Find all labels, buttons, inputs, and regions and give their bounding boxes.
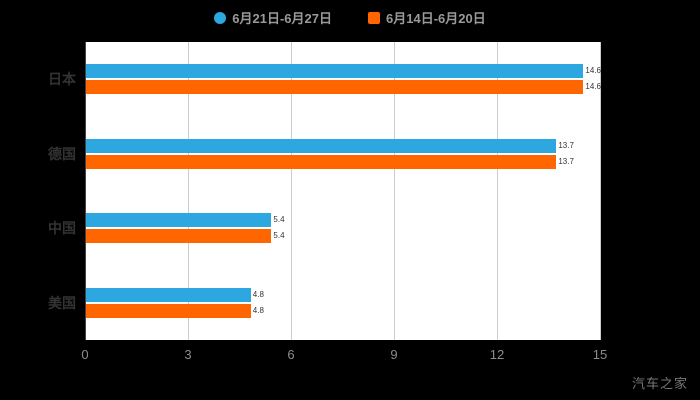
- bar-group-中国: 中国 5.4 5.4: [48, 191, 601, 266]
- bar-line: 13.7: [86, 154, 601, 169]
- x-tick-label: 6: [287, 347, 295, 362]
- legend-label-series2: 6月14日-6月20日: [386, 11, 486, 26]
- category-label: 美国: [48, 294, 76, 311]
- bar-value-label: 5.4: [273, 231, 285, 241]
- legend-swatch-series2-icon: [368, 11, 380, 24]
- gridline: [188, 42, 189, 340]
- category-label: 德国: [48, 145, 76, 162]
- gridline: [497, 42, 498, 340]
- category-label: 日本: [48, 71, 76, 88]
- bar-value-label: 4.8: [252, 305, 264, 315]
- bar-line: 14.6: [86, 80, 601, 95]
- bar-group-日本: 日本 14.6 14.6: [48, 42, 601, 117]
- bar-series2-日本[interactable]: [86, 80, 584, 95]
- gridline: [291, 42, 292, 340]
- bar-line: 5.4: [86, 229, 601, 244]
- bar-value-label: 13.7: [558, 140, 574, 150]
- bar-line: 14.6: [86, 64, 601, 79]
- x-tick-label: 3: [184, 347, 192, 362]
- bar-line: 4.8: [86, 303, 601, 318]
- x-axis: 0 3 6 9 12 15: [81, 347, 607, 363]
- plot-area: 日本 14.6 14.6 德国 13.7 13.7 中国 5.4 5.4 美国 4.8 4.8: [48, 42, 601, 341]
- bar-value-label: 5.4: [273, 215, 285, 225]
- bar-series2-中国[interactable]: [86, 229, 272, 244]
- legend-label-series1: 6月21日-6月27日: [232, 11, 332, 26]
- bar-group-德国: 德国 13.7 13.7: [48, 117, 601, 192]
- bar-value-label: 14.6: [585, 82, 601, 92]
- bar-line: 13.7: [86, 138, 601, 153]
- bar-series2-德国[interactable]: [86, 154, 557, 169]
- bar-series1-日本[interactable]: [86, 64, 584, 79]
- bar-series1-美国[interactable]: [86, 287, 251, 302]
- legend: 6月21日-6月27日 6月14日-6月20日: [0, 8, 700, 27]
- bar-line: 5.4: [86, 213, 601, 228]
- bar-series2-美国[interactable]: [86, 303, 251, 318]
- bar-value-label: 13.7: [558, 156, 574, 166]
- gridline: [394, 42, 395, 340]
- x-tick-label: 12: [489, 347, 505, 362]
- grid-layer: [86, 42, 601, 340]
- bar-series1-德国[interactable]: [86, 138, 557, 153]
- x-tick-label: 9: [390, 347, 398, 362]
- legend-swatch-series1-icon: [214, 11, 227, 24]
- bar-value-label: 14.6: [585, 66, 601, 76]
- x-tick-label: 0: [81, 347, 89, 362]
- category-label: 中国: [48, 220, 76, 237]
- x-tick-label: 15: [592, 347, 608, 362]
- bar-line: 4.8: [86, 287, 601, 302]
- rows-layer: 日本 14.6 14.6 德国 13.7 13.7 中国 5.4 5.4 美国 4.8 4.8: [48, 42, 601, 341]
- gridline: [600, 42, 601, 340]
- legend-item-series2[interactable]: 6月14日-6月20日: [368, 8, 486, 27]
- legend-item-series1[interactable]: 6月21日-6月27日: [214, 8, 332, 27]
- bar-group-美国: 美国 4.8 4.8: [48, 266, 601, 341]
- bar-series1-中国[interactable]: [86, 213, 272, 228]
- bar-value-label: 4.8: [252, 289, 264, 299]
- watermark: 汽车之家: [631, 376, 688, 391]
